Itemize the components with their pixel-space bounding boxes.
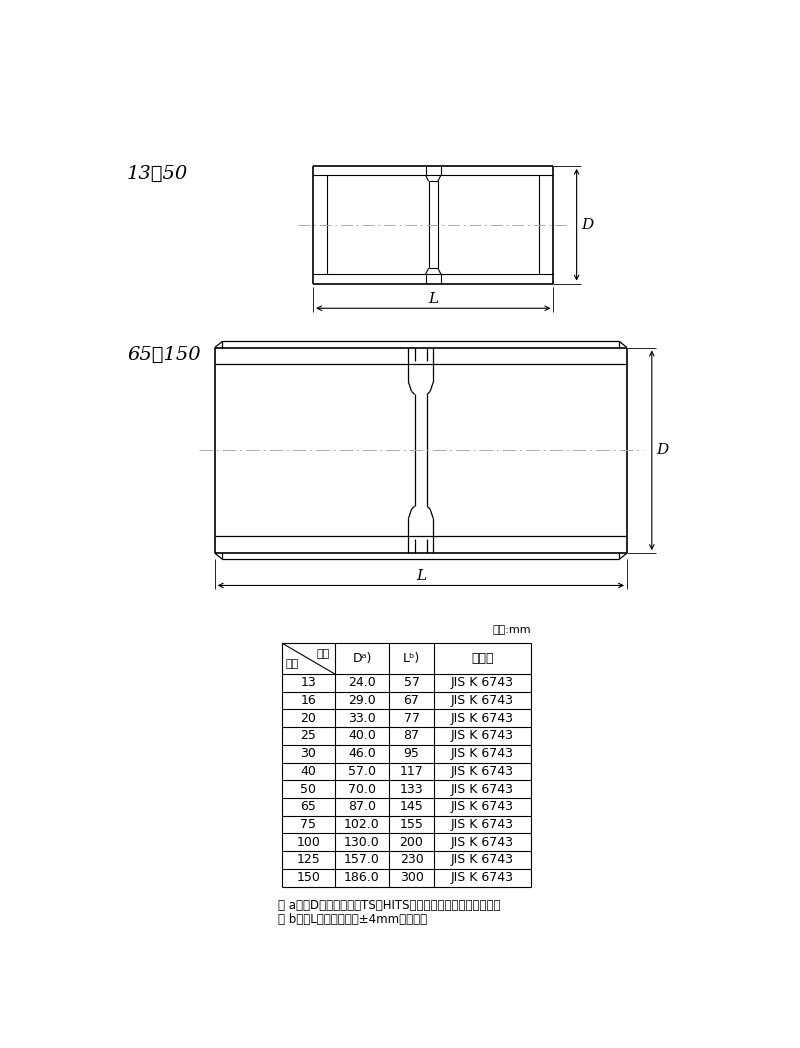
Text: 40.0: 40.0 [348,729,376,742]
Text: JIS K 6743: JIS K 6743 [451,818,514,831]
Text: 300: 300 [400,871,423,885]
Text: 186.0: 186.0 [344,871,380,885]
Text: 13～50: 13～50 [127,165,188,182]
Text: JIS K 6743: JIS K 6743 [451,729,514,742]
Text: JIS K 6743: JIS K 6743 [451,765,514,778]
Text: 46.0: 46.0 [348,747,376,760]
Text: L: L [416,569,426,583]
Text: 33.0: 33.0 [348,712,376,725]
Text: 13: 13 [301,676,316,690]
Text: 50: 50 [301,783,317,795]
Text: 100: 100 [297,835,321,849]
Text: 記号: 記号 [317,650,330,659]
Text: D: D [582,218,594,232]
Text: 規　格: 規 格 [471,652,494,665]
Text: 57.0: 57.0 [348,765,376,778]
Text: JIS K 6743: JIS K 6743 [451,801,514,813]
Text: Lᵇ): Lᵇ) [403,652,420,665]
Text: 145: 145 [400,801,423,813]
Text: JIS K 6743: JIS K 6743 [451,694,514,707]
Text: 157.0: 157.0 [344,853,380,867]
Text: 130.0: 130.0 [344,835,380,849]
Text: 230: 230 [400,853,423,867]
Text: 24.0: 24.0 [348,676,376,690]
Text: JIS K 6743: JIS K 6743 [451,853,514,867]
Text: 125: 125 [297,853,320,867]
Text: 29.0: 29.0 [348,694,376,707]
Text: JIS K 6743: JIS K 6743 [451,783,514,795]
Text: 133: 133 [400,783,423,795]
Text: JIS K 6743: JIS K 6743 [451,712,514,725]
Text: 87: 87 [403,729,419,742]
Text: JIS K 6743: JIS K 6743 [451,747,514,760]
Text: 40: 40 [301,765,317,778]
Text: 117: 117 [400,765,423,778]
Text: 150: 150 [297,871,321,885]
Text: D: D [657,443,669,457]
Text: JIS K 6743: JIS K 6743 [451,676,514,690]
Text: 67: 67 [404,694,419,707]
Text: 77: 77 [403,712,419,725]
Text: 65～150: 65～150 [127,346,201,365]
Text: 155: 155 [400,818,423,831]
Text: L: L [428,292,438,306]
Text: 16: 16 [301,694,316,707]
Text: JIS K 6743: JIS K 6743 [451,871,514,885]
Text: 30: 30 [301,747,317,760]
Text: 注 a）　Dの許容差は、TS・HITS継手受口共通寸法図による。: 注 a） Dの許容差は、TS・HITS継手受口共通寸法図による。 [278,899,501,912]
Text: 20: 20 [301,712,317,725]
Text: JIS K 6743: JIS K 6743 [451,835,514,849]
Text: Dᵃ): Dᵃ) [352,652,372,665]
Text: 95: 95 [404,747,419,760]
Text: 単位:mm: 単位:mm [492,626,531,635]
Text: 注 b）　Lの許容差は、±4mmとする。: 注 b） Lの許容差は、±4mmとする。 [278,913,427,925]
Text: 70.0: 70.0 [348,783,376,795]
Text: 57: 57 [403,676,419,690]
Text: 87.0: 87.0 [348,801,376,813]
Text: 65: 65 [301,801,317,813]
Text: 75: 75 [301,818,317,831]
Text: 102.0: 102.0 [344,818,380,831]
Text: 200: 200 [400,835,423,849]
Text: 25: 25 [301,729,317,742]
Text: 呈径: 呈径 [286,659,299,670]
